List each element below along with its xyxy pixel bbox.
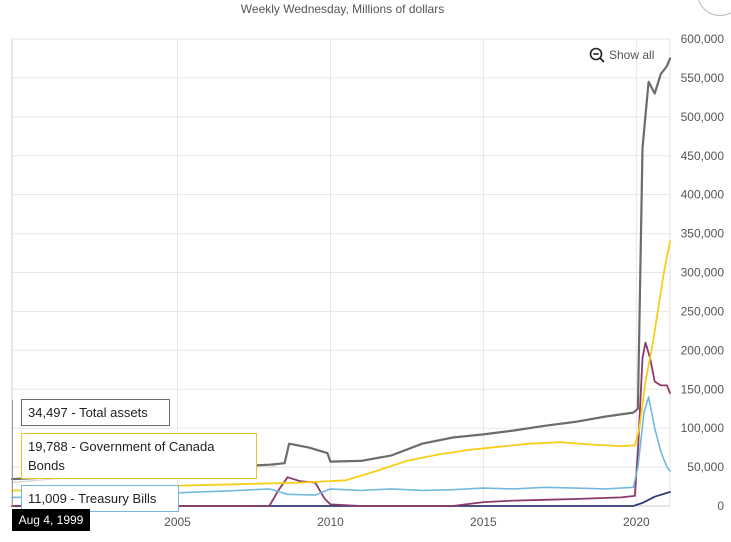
y-tick-label: 50,000 bbox=[687, 460, 724, 474]
x-tick-label: 2020 bbox=[623, 515, 650, 529]
series-line-treasury-bills bbox=[11, 396, 671, 499]
y-tick-label: 400,000 bbox=[681, 188, 725, 202]
y-tick-label: 200,000 bbox=[681, 343, 725, 357]
y-tick-label: 300,000 bbox=[681, 266, 725, 280]
chart-subtitle: Weekly Wednesday, Millions of dollars bbox=[240, 2, 445, 16]
x-tick-label: 2015 bbox=[470, 515, 497, 529]
crosshair-date-label: Aug 4, 1999 bbox=[12, 509, 90, 531]
tooltip-treasury-bills: 11,009 - Treasury Bills bbox=[21, 485, 179, 512]
grid-lines bbox=[11, 38, 671, 507]
y-tick-label: 600,000 bbox=[681, 32, 725, 46]
tooltip-goc-bonds: 19,788 - Government of Canada Bonds bbox=[21, 433, 257, 479]
y-axis-ticks: 0 50,000 100,000 150,000 200,000 250,000 300,0… bbox=[681, 32, 725, 513]
zoom-out-icon bbox=[589, 47, 605, 63]
y-tick-label: 100,000 bbox=[681, 421, 725, 435]
x-tick-label: 2005 bbox=[164, 515, 191, 529]
tooltip-total-assets: 34,497 - Total assets bbox=[21, 399, 170, 426]
show-all-label: Show all bbox=[609, 48, 655, 62]
show-all-button[interactable]: Show all bbox=[589, 47, 654, 63]
x-tick-label: 2010 bbox=[317, 515, 344, 529]
y-tick-label: 500,000 bbox=[681, 110, 725, 124]
y-tick-label: 550,000 bbox=[681, 71, 725, 85]
y-tick-label: 150,000 bbox=[681, 382, 725, 396]
y-tick-label: 0 bbox=[717, 499, 724, 513]
x-axis-ticks: 2005 2010 2015 2020 bbox=[164, 515, 650, 529]
y-tick-label: 450,000 bbox=[681, 149, 725, 163]
y-tick-label: 250,000 bbox=[681, 304, 725, 318]
series-line-government-of-canada-bonds bbox=[11, 240, 671, 492]
y-tick-label: 350,000 bbox=[681, 227, 725, 241]
series-line-purple-series bbox=[11, 341, 671, 507]
